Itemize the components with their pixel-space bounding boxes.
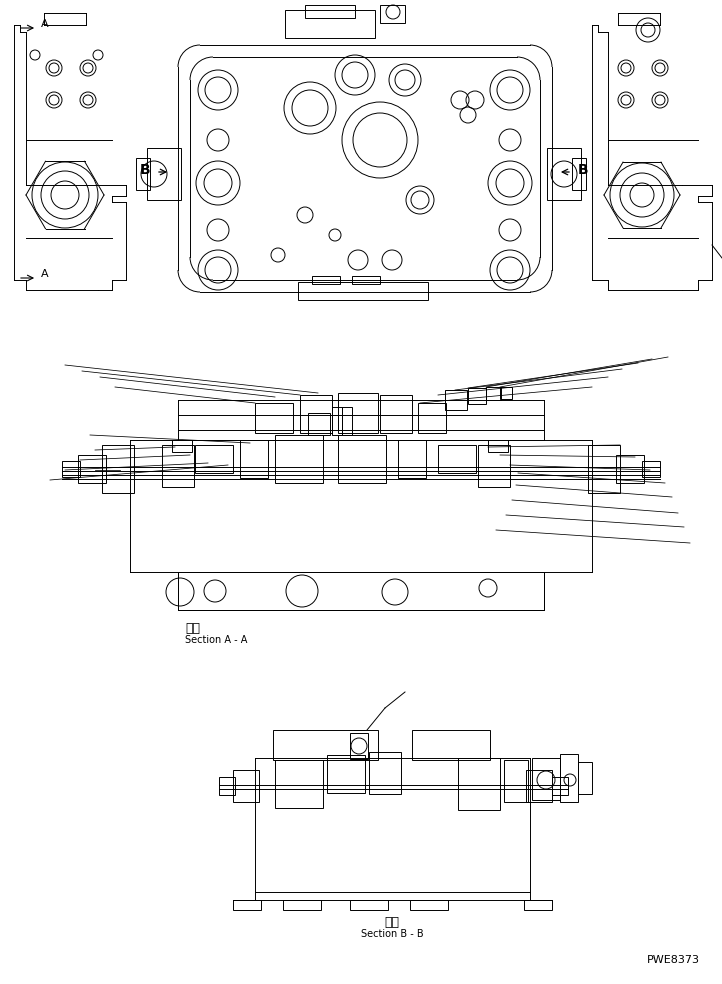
Bar	[275, 435, 323, 483]
Text: A: A	[41, 269, 48, 279]
Bar	[438, 445, 476, 473]
Text: B: B	[139, 163, 150, 177]
Bar	[504, 760, 528, 802]
Bar	[616, 455, 644, 483]
Bar	[560, 754, 578, 802]
Bar	[369, 752, 401, 794]
Bar	[162, 445, 194, 487]
Bar	[445, 390, 467, 410]
Bar	[219, 777, 235, 795]
Bar	[195, 445, 233, 473]
Bar	[352, 276, 380, 284]
Bar	[285, 10, 375, 38]
Bar	[233, 900, 261, 910]
Bar	[102, 445, 134, 493]
Bar	[305, 5, 355, 18]
Bar	[298, 282, 428, 300]
Bar	[308, 413, 330, 435]
Bar	[572, 158, 586, 190]
Bar	[410, 900, 448, 910]
Bar	[342, 407, 352, 435]
Bar	[552, 777, 568, 795]
Bar	[398, 440, 426, 478]
Bar	[350, 733, 368, 759]
Bar	[412, 730, 490, 760]
Text: Section A - A: Section A - A	[185, 635, 248, 645]
Bar	[486, 387, 501, 400]
Bar	[255, 403, 293, 433]
Bar	[547, 148, 581, 200]
Bar	[312, 276, 340, 284]
Bar	[78, 455, 106, 483]
Text: 断面: 断面	[185, 622, 200, 635]
Bar	[147, 148, 181, 200]
Bar	[136, 158, 150, 190]
Bar	[172, 440, 192, 452]
Text: PWE8373: PWE8373	[647, 955, 700, 965]
Bar	[283, 900, 321, 910]
Bar	[350, 900, 388, 910]
Bar	[332, 407, 342, 435]
Bar	[478, 445, 510, 487]
Text: A: A	[41, 19, 48, 29]
Text: 断面: 断面	[385, 915, 399, 929]
Bar	[62, 461, 80, 477]
Bar	[380, 395, 412, 433]
Bar	[458, 758, 500, 810]
Text: Section B - B: Section B - B	[361, 929, 423, 939]
Bar	[273, 730, 378, 760]
Text: B: B	[578, 163, 588, 177]
Bar	[418, 403, 446, 433]
Bar	[300, 395, 332, 433]
Bar	[275, 760, 323, 808]
Bar	[380, 5, 405, 23]
Bar	[488, 440, 508, 452]
Bar	[468, 388, 486, 404]
Bar	[642, 461, 660, 477]
Bar	[526, 770, 552, 802]
Bar	[327, 755, 365, 793]
Bar	[532, 758, 560, 800]
Bar	[233, 770, 259, 802]
Bar	[578, 762, 592, 794]
Bar	[338, 435, 386, 483]
Bar	[500, 387, 512, 399]
Bar	[524, 900, 552, 910]
Bar	[338, 393, 378, 433]
Bar	[588, 445, 620, 493]
Bar	[240, 440, 268, 478]
Bar	[178, 572, 544, 610]
